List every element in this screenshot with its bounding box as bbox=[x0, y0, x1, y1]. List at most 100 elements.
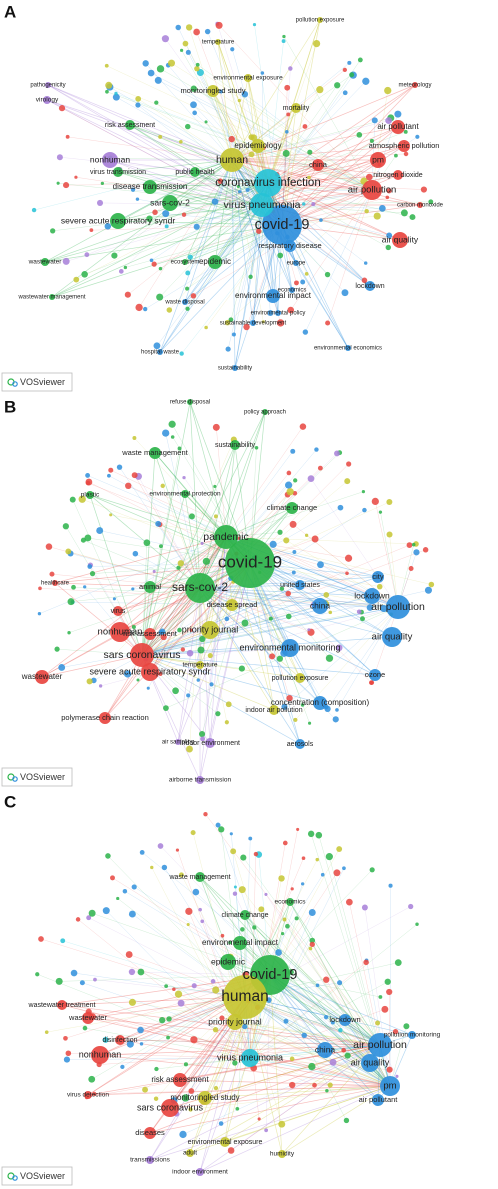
edge bbox=[141, 654, 275, 711]
minor-node bbox=[376, 583, 383, 590]
node-label: pollution exposure bbox=[272, 675, 329, 682]
node bbox=[370, 152, 386, 168]
edge bbox=[267, 131, 406, 184]
edge bbox=[267, 84, 416, 184]
node-label: mortality bbox=[283, 105, 310, 112]
minor-node bbox=[67, 598, 75, 606]
minor-node bbox=[215, 711, 221, 717]
edge bbox=[46, 99, 233, 161]
node-label: nonhuman bbox=[79, 1049, 122, 1059]
node-label: environmental economics bbox=[314, 346, 382, 352]
minor-node bbox=[283, 537, 290, 544]
minor-node bbox=[188, 513, 195, 520]
minor-node bbox=[105, 81, 113, 89]
minor-node bbox=[406, 542, 413, 549]
edge bbox=[141, 647, 340, 656]
edge bbox=[231, 107, 297, 161]
edge bbox=[231, 159, 274, 297]
minor-node bbox=[289, 520, 297, 528]
minor-node bbox=[160, 633, 167, 641]
node-label: waste management bbox=[168, 874, 230, 881]
edge bbox=[199, 587, 291, 649]
node-label: air quality bbox=[351, 1057, 390, 1067]
edge bbox=[141, 629, 211, 656]
edge bbox=[109, 159, 269, 184]
edge bbox=[199, 411, 266, 589]
minor-node bbox=[105, 89, 109, 94]
node bbox=[412, 82, 418, 88]
edge bbox=[199, 587, 273, 657]
edge bbox=[310, 478, 399, 608]
minor-node bbox=[204, 325, 208, 330]
edge bbox=[86, 182, 269, 255]
edge bbox=[160, 204, 263, 269]
node bbox=[281, 639, 299, 657]
node-label: air pollution bbox=[348, 185, 397, 196]
minor-node bbox=[128, 998, 137, 1006]
edge bbox=[183, 477, 227, 538]
node bbox=[295, 580, 305, 590]
node bbox=[102, 152, 118, 168]
edge bbox=[149, 159, 233, 219]
edge bbox=[117, 536, 227, 612]
minor-node bbox=[54, 646, 60, 652]
minor-node bbox=[252, 925, 257, 930]
minor-node bbox=[179, 139, 183, 144]
edge bbox=[68, 587, 201, 633]
edge bbox=[187, 204, 263, 309]
node bbox=[182, 259, 188, 265]
edge bbox=[44, 159, 233, 263]
minor-node bbox=[186, 649, 194, 657]
edge bbox=[99, 1044, 381, 1056]
edge bbox=[204, 1085, 391, 1099]
minor-node bbox=[124, 291, 131, 298]
edge bbox=[87, 537, 251, 564]
edge bbox=[292, 1084, 391, 1087]
node-label: economics bbox=[278, 288, 307, 294]
minor-node bbox=[163, 705, 169, 711]
edge bbox=[76, 182, 269, 280]
node bbox=[369, 669, 381, 681]
minor-node bbox=[386, 188, 392, 194]
edge bbox=[141, 491, 291, 656]
edge bbox=[109, 86, 233, 161]
edge bbox=[189, 587, 201, 750]
minor-node bbox=[369, 867, 375, 873]
edge bbox=[215, 1029, 391, 1087]
node bbox=[115, 1035, 125, 1045]
edge bbox=[199, 1085, 391, 1173]
minor-node bbox=[139, 849, 145, 855]
node-label: severe acute respiratory syndr bbox=[89, 666, 210, 676]
edge bbox=[141, 584, 301, 656]
edge bbox=[232, 851, 271, 976]
edge bbox=[141, 611, 362, 656]
edge bbox=[141, 578, 231, 656]
minor-node bbox=[334, 450, 340, 457]
edge bbox=[141, 576, 379, 656]
node bbox=[220, 148, 244, 172]
node-label: air pollution bbox=[353, 1039, 407, 1051]
minor-node bbox=[153, 1096, 159, 1101]
minor-node bbox=[341, 289, 349, 297]
edge bbox=[159, 204, 263, 353]
minor-node bbox=[380, 605, 388, 613]
edge bbox=[149, 536, 227, 673]
edge bbox=[141, 654, 301, 745]
minor-node bbox=[162, 429, 170, 437]
minor-node bbox=[284, 84, 291, 91]
edge bbox=[89, 562, 251, 567]
node-label: transmissions bbox=[130, 1157, 170, 1164]
edge bbox=[89, 494, 227, 538]
edge bbox=[129, 124, 269, 184]
minor-node bbox=[290, 448, 296, 454]
minor-node bbox=[308, 1062, 316, 1071]
minor-node bbox=[60, 938, 66, 944]
minor-node bbox=[152, 569, 156, 573]
edge bbox=[281, 19, 321, 226]
edge bbox=[244, 914, 381, 1046]
edge bbox=[196, 31, 263, 206]
node bbox=[345, 345, 351, 351]
edge bbox=[231, 126, 306, 161]
minor-node bbox=[323, 976, 330, 983]
minor-node bbox=[177, 999, 185, 1007]
